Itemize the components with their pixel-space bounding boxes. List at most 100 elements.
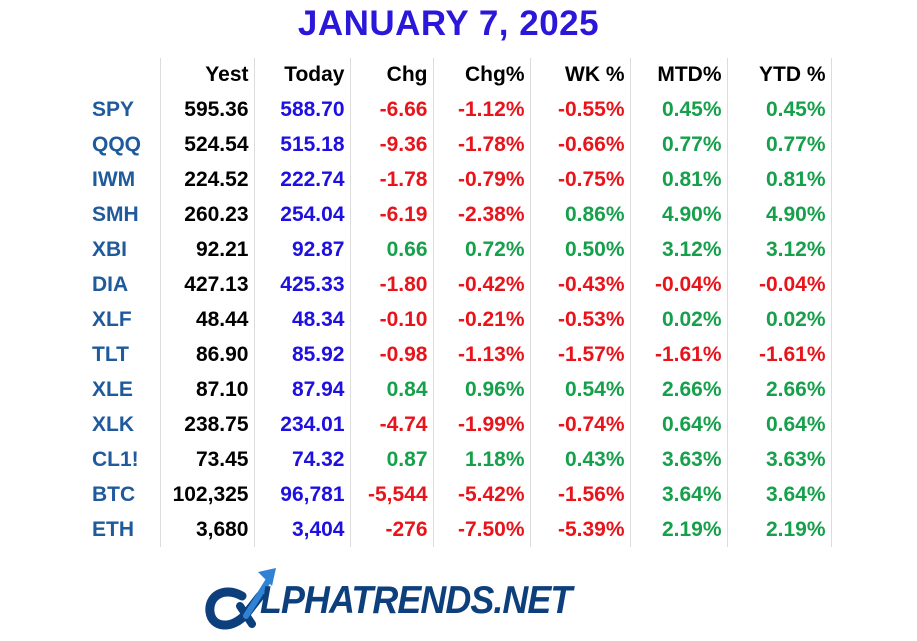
cell-yest: 73.45: [160, 442, 255, 477]
logo-text-trends: TRENDS.NET: [351, 579, 572, 622]
cell-symbol: XBI: [86, 232, 161, 267]
cell-symbol: SMH: [86, 197, 161, 232]
cell-chg: -5,544: [350, 477, 434, 512]
cell-ytd-pct: 0.02%: [727, 302, 832, 337]
cell-wk-pct: -5.39%: [530, 512, 631, 547]
header-chg: Chg: [350, 58, 434, 92]
table-row: QQQ 524.54 515.18 -9.36 -1.78% -0.66% 0.77% 0.7…: [86, 127, 832, 162]
cell-chg: -6.66: [350, 92, 434, 127]
cell-ytd-pct: 3.12%: [727, 232, 832, 267]
cell-mtd-pct: 0.81%: [630, 162, 728, 197]
table-row: XBI 92.21 92.87 0.66 0.72% 0.50% 3.12% 3.12%: [86, 232, 832, 267]
cell-wk-pct: 0.86%: [530, 197, 631, 232]
cell-chg: -1.78: [350, 162, 434, 197]
cell-today: 3,404: [254, 512, 351, 547]
cell-yest: 86.90: [160, 337, 255, 372]
cell-today: 87.94: [254, 372, 351, 407]
cell-symbol: BTC: [86, 477, 161, 512]
alpha-arrow-icon: [205, 568, 276, 630]
cell-chg-pct: -0.79%: [433, 162, 531, 197]
cell-mtd-pct: 0.02%: [630, 302, 728, 337]
cell-yest: 238.75: [160, 407, 255, 442]
cell-wk-pct: 0.50%: [530, 232, 631, 267]
cell-yest: 3,680: [160, 512, 255, 547]
table-row: ETH 3,680 3,404 -276 -7.50% -5.39% 2.19% 2.19%: [86, 512, 832, 547]
cell-today: 234.01: [254, 407, 351, 442]
cell-symbol: SPY: [86, 92, 161, 127]
cell-today: 425.33: [254, 267, 351, 302]
cell-chg-pct: -1.13%: [433, 337, 531, 372]
cell-ytd-pct: 3.63%: [727, 442, 832, 477]
cell-mtd-pct: 3.64%: [630, 477, 728, 512]
cell-mtd-pct: -0.04%: [630, 267, 728, 302]
cell-yest: 48.44: [160, 302, 255, 337]
cell-wk-pct: 0.54%: [530, 372, 631, 407]
cell-today: 96,781: [254, 477, 351, 512]
cell-wk-pct: -0.55%: [530, 92, 631, 127]
cell-today: 48.34: [254, 302, 351, 337]
cell-ytd-pct: 2.19%: [727, 512, 832, 547]
cell-mtd-pct: 4.90%: [630, 197, 728, 232]
header-ytd-pct: YTD %: [727, 58, 832, 92]
cell-chg-pct: -1.12%: [433, 92, 531, 127]
table-row: SPY 595.36 588.70 -6.66 -1.12% -0.55% 0.45% 0.4…: [86, 92, 832, 127]
cell-yest: 92.21: [160, 232, 255, 267]
cell-yest: 524.54: [160, 127, 255, 162]
cell-yest: 260.23: [160, 197, 255, 232]
cell-ytd-pct: -1.61%: [727, 337, 832, 372]
cell-chg: 0.87: [350, 442, 434, 477]
cell-ytd-pct: 0.77%: [727, 127, 832, 162]
cell-chg-pct: -7.50%: [433, 512, 531, 547]
cell-chg-pct: 0.72%: [433, 232, 531, 267]
cell-chg: -6.19: [350, 197, 434, 232]
header-today: Today: [254, 58, 351, 92]
cell-chg: -1.80: [350, 267, 434, 302]
cell-ytd-pct: -0.04%: [727, 267, 832, 302]
cell-yest: 595.36: [160, 92, 255, 127]
cell-symbol: QQQ: [86, 127, 161, 162]
cell-today: 515.18: [254, 127, 351, 162]
cell-ytd-pct: 4.90%: [727, 197, 832, 232]
cell-yest: 224.52: [160, 162, 255, 197]
header-chg-pct: Chg%: [433, 58, 531, 92]
cell-wk-pct: -1.56%: [530, 477, 631, 512]
table-row: SMH 260.23 254.04 -6.19 -2.38% 0.86% 4.90% 4.90…: [86, 197, 832, 232]
cell-mtd-pct: 3.63%: [630, 442, 728, 477]
cell-yest: 427.13: [160, 267, 255, 302]
table-row: XLE 87.10 87.94 0.84 0.96% 0.54% 2.66% 2.66%: [86, 372, 832, 407]
table-row: XLK 238.75 234.01 -4.74 -1.99% -0.74% 0.64% 0.6…: [86, 407, 832, 442]
header-yest: Yest: [160, 58, 255, 92]
market-table: Yest Today Chg Chg% WK % MTD% YTD % SPY 5…: [86, 58, 832, 547]
cell-yest: 102,325: [160, 477, 255, 512]
cell-wk-pct: -0.53%: [530, 302, 631, 337]
table-row: BTC 102,325 96,781 -5,544 -5.42% -1.56% 3.64% 3…: [86, 477, 832, 512]
table-row: TLT 86.90 85.92 -0.98 -1.13% -1.57% -1.61% -1.6…: [86, 337, 832, 372]
cell-chg-pct: -1.78%: [433, 127, 531, 162]
cell-ytd-pct: 3.64%: [727, 477, 832, 512]
alphatrends-logo: LPHATRENDS.NET: [202, 566, 642, 636]
cell-symbol: ETH: [86, 512, 161, 547]
cell-chg-pct: 0.96%: [433, 372, 531, 407]
cell-today: 588.70: [254, 92, 351, 127]
cell-chg: -9.36: [350, 127, 434, 162]
cell-mtd-pct: 0.64%: [630, 407, 728, 442]
cell-ytd-pct: 0.45%: [727, 92, 832, 127]
cell-chg-pct: -1.99%: [433, 407, 531, 442]
cell-wk-pct: -0.74%: [530, 407, 631, 442]
cell-chg-pct: -2.38%: [433, 197, 531, 232]
table-row: DIA 427.13 425.33 -1.80 -0.42% -0.43% -0.04% -0…: [86, 267, 832, 302]
cell-chg-pct: -0.42%: [433, 267, 531, 302]
cell-mtd-pct: 3.12%: [630, 232, 728, 267]
cell-mtd-pct: 2.19%: [630, 512, 728, 547]
table-row: IWM 224.52 222.74 -1.78 -0.79% -0.75% 0.81% 0.8…: [86, 162, 832, 197]
cell-symbol: XLE: [86, 372, 161, 407]
cell-chg: -4.74: [350, 407, 434, 442]
cell-symbol: CL1!: [86, 442, 161, 477]
cell-symbol: TLT: [86, 337, 161, 372]
cell-chg-pct: 1.18%: [433, 442, 531, 477]
cell-ytd-pct: 2.66%: [727, 372, 832, 407]
cell-symbol: XLK: [86, 407, 161, 442]
cell-chg: 0.84: [350, 372, 434, 407]
table-row: XLF 48.44 48.34 -0.10 -0.21% -0.53% 0.02% 0.02%: [86, 302, 832, 337]
cell-chg: -276: [350, 512, 434, 547]
